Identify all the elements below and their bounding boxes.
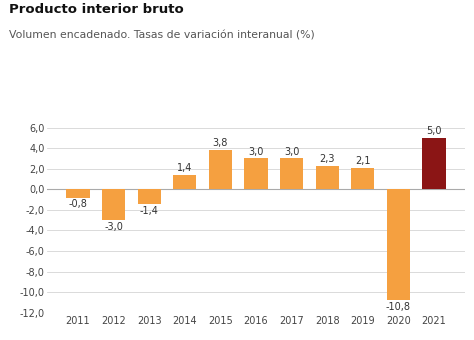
Text: Producto interior bruto: Producto interior bruto (9, 3, 184, 16)
Text: 2,3: 2,3 (319, 154, 335, 164)
Text: -3,0: -3,0 (104, 222, 123, 232)
Bar (387, 189, 410, 301)
Text: -10,8: -10,8 (386, 302, 411, 312)
Text: 3,8: 3,8 (213, 138, 228, 148)
Text: 3,0: 3,0 (248, 147, 264, 156)
Text: 3,0: 3,0 (284, 147, 299, 156)
Bar (422, 138, 446, 189)
Bar (351, 168, 374, 189)
Bar (102, 189, 125, 220)
Text: 5,0: 5,0 (426, 126, 442, 136)
Text: 2,1: 2,1 (355, 156, 371, 166)
Text: 1,4: 1,4 (177, 163, 192, 173)
Bar (316, 166, 339, 189)
Text: -0,8: -0,8 (69, 199, 87, 209)
Bar (245, 158, 267, 189)
Bar (280, 158, 303, 189)
Bar (137, 189, 161, 204)
Text: Volumen encadenado. Tasas de variación interanual (%): Volumen encadenado. Tasas de variación i… (9, 31, 315, 40)
Text: -1,4: -1,4 (140, 206, 159, 216)
Bar (173, 175, 196, 189)
Bar (66, 189, 90, 198)
Bar (209, 150, 232, 189)
